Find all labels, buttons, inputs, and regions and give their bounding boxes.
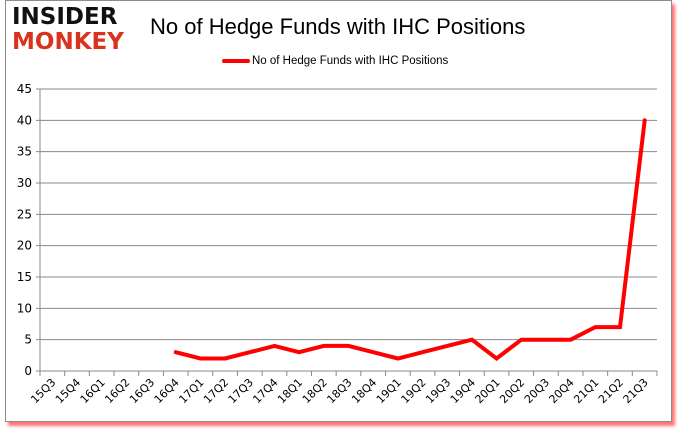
x-tick-label: 16Q2 bbox=[102, 376, 132, 406]
x-tick-label: 17Q2 bbox=[201, 376, 231, 406]
x-tick-label: 21Q1 bbox=[571, 376, 601, 406]
legend-label: No of Hedge Funds with IHC Positions bbox=[252, 55, 449, 67]
x-axis: 15Q315Q416Q116Q216Q316Q417Q117Q217Q317Q4… bbox=[28, 371, 658, 406]
x-tick-label: 20Q2 bbox=[497, 376, 527, 406]
y-tick-label: 15 bbox=[17, 270, 32, 284]
x-tick-label: 18Q2 bbox=[300, 376, 330, 406]
x-tick-label: 19Q3 bbox=[423, 376, 453, 406]
legend-line-swatch-icon bbox=[222, 59, 250, 63]
x-tick-label: 20Q4 bbox=[547, 376, 577, 406]
y-tick-label: 5 bbox=[24, 333, 32, 347]
y-tick-label: 35 bbox=[17, 145, 32, 159]
y-tick-label: 30 bbox=[17, 176, 32, 190]
x-tick-label: 17Q3 bbox=[226, 376, 256, 406]
gridlines bbox=[36, 88, 657, 372]
x-tick-label: 21Q3 bbox=[621, 376, 651, 406]
x-tick-label: 16Q4 bbox=[152, 376, 182, 406]
y-tick-label: 40 bbox=[17, 113, 32, 127]
y-tick-label: 0 bbox=[24, 364, 32, 378]
x-tick-label: 18Q1 bbox=[275, 376, 305, 406]
y-axis: 0 5 10 15 20 25 30 35 40 45 bbox=[17, 82, 41, 378]
x-tick-label: 17Q1 bbox=[176, 376, 206, 406]
logo-line-2: MONKEY bbox=[12, 29, 124, 55]
x-tick-label: 19Q1 bbox=[374, 376, 404, 406]
data-series bbox=[173, 118, 647, 362]
x-tick-label: 18Q4 bbox=[349, 376, 379, 406]
y-tick-label: 10 bbox=[17, 301, 32, 315]
x-tick-label: 20Q3 bbox=[522, 376, 552, 406]
logo-line-1: INSIDER bbox=[12, 4, 118, 30]
x-tick-label: 15Q4 bbox=[53, 376, 83, 406]
x-tick-label: 21Q2 bbox=[596, 376, 626, 406]
x-tick-label: 16Q1 bbox=[78, 376, 108, 406]
x-tick-label: 17Q4 bbox=[250, 376, 280, 406]
chart-frame bbox=[5, 0, 672, 422]
y-tick-label: 20 bbox=[17, 239, 32, 253]
insider-monkey-logo: INSIDER MONKEY bbox=[12, 6, 127, 54]
x-tick-label: 16Q3 bbox=[127, 376, 157, 406]
chart-legend: No of Hedge Funds with IHC Positions bbox=[222, 55, 448, 67]
x-tick-label: 19Q2 bbox=[398, 376, 428, 406]
x-tick-label: 20Q1 bbox=[473, 376, 503, 406]
series-line bbox=[173, 118, 647, 362]
x-tick-label: 18Q3 bbox=[324, 376, 354, 406]
y-tick-label: 25 bbox=[17, 207, 32, 221]
y-tick-label: 45 bbox=[17, 82, 32, 96]
chart-title: No of Hedge Funds with IHC Positions bbox=[150, 14, 526, 39]
x-tick-label: 19Q4 bbox=[448, 376, 478, 406]
x-tick-label: 15Q3 bbox=[28, 376, 58, 406]
